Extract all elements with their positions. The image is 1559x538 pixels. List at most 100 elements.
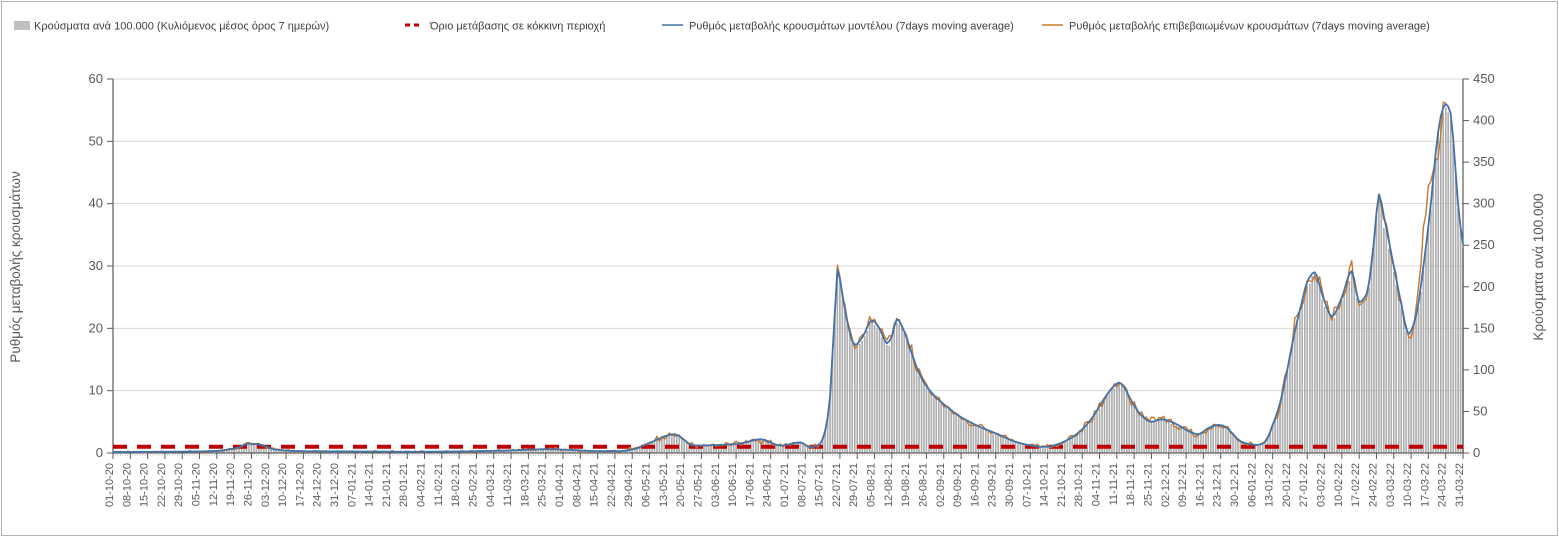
svg-text:12-08-21: 12-08-21 (883, 463, 895, 507)
svg-text:30-09-21: 30-09-21 (1004, 463, 1016, 507)
svg-text:29-04-21: 29-04-21 (623, 463, 635, 507)
svg-text:50: 50 (89, 133, 103, 148)
svg-text:16-12-21: 16-12-21 (1194, 463, 1206, 507)
svg-text:05-08-21: 05-08-21 (866, 463, 878, 507)
svg-text:17-06-21: 17-06-21 (744, 463, 756, 507)
svg-text:26-11-20: 26-11-20 (242, 463, 254, 506)
svg-text:17-03-22: 17-03-22 (1419, 463, 1431, 507)
svg-text:21-10-21: 21-10-21 (1056, 463, 1068, 507)
svg-text:13-01-22: 13-01-22 (1264, 463, 1276, 507)
svg-text:16-09-21: 16-09-21 (969, 463, 981, 507)
svg-text:14-10-21: 14-10-21 (1039, 463, 1051, 507)
svg-text:150: 150 (1473, 320, 1495, 335)
svg-text:10: 10 (89, 383, 103, 398)
svg-text:04-11-21: 04-11-21 (1091, 463, 1103, 506)
svg-text:27-05-21: 27-05-21 (692, 463, 704, 507)
svg-text:21-01-21: 21-01-21 (381, 463, 393, 507)
svg-text:Ρυθμός μεταβολής κρουσμάτων μο: Ρυθμός μεταβολής κρουσμάτων μοντέλου (7d… (689, 21, 1014, 33)
svg-text:29-07-21: 29-07-21 (848, 463, 860, 507)
svg-text:06-05-21: 06-05-21 (641, 463, 653, 507)
svg-text:10-12-20: 10-12-20 (277, 463, 289, 507)
svg-text:25-03-21: 25-03-21 (537, 463, 549, 507)
svg-text:60: 60 (89, 71, 103, 86)
svg-text:08-10-20: 08-10-20 (121, 463, 133, 507)
svg-text:05-11-20: 05-11-20 (191, 463, 203, 506)
svg-text:19-08-21: 19-08-21 (900, 463, 912, 507)
svg-text:22-07-21: 22-07-21 (831, 463, 843, 507)
svg-text:02-09-21: 02-09-21 (935, 463, 947, 507)
svg-text:Όριο μετάβασης σε κόκκινη περι: Όριο μετάβασης σε κόκκινη περιοχή (429, 21, 605, 33)
svg-text:Κρούσματα ανά 100.000 (Κυλιόμε: Κρούσματα ανά 100.000 (Κυλιόμενος μέσος … (34, 21, 329, 33)
svg-text:Ρυθμός μεταβολής κρουσμάτων: Ρυθμός μεταβολής κρουσμάτων (8, 171, 23, 363)
svg-text:24-06-21: 24-06-21 (762, 463, 774, 507)
svg-text:40: 40 (89, 196, 103, 211)
svg-text:20: 20 (89, 320, 103, 335)
svg-text:09-12-21: 09-12-21 (1177, 463, 1189, 507)
svg-text:17-02-22: 17-02-22 (1350, 463, 1362, 507)
svg-text:450: 450 (1473, 71, 1495, 86)
svg-text:18-03-21: 18-03-21 (519, 463, 531, 507)
svg-text:Κρούσματα ανά 100.000: Κρούσματα ανά 100.000 (1531, 193, 1546, 340)
svg-text:19-11-20: 19-11-20 (225, 463, 237, 506)
svg-text:20-01-22: 20-01-22 (1281, 463, 1293, 507)
svg-text:15-10-20: 15-10-20 (139, 463, 151, 507)
svg-text:0: 0 (1473, 445, 1480, 460)
svg-text:31-03-22: 31-03-22 (1454, 463, 1466, 507)
svg-text:10-06-21: 10-06-21 (727, 463, 739, 507)
svg-text:29-10-20: 29-10-20 (173, 463, 185, 507)
svg-text:30-12-21: 30-12-21 (1229, 463, 1241, 507)
svg-text:01-04-21: 01-04-21 (554, 463, 566, 507)
svg-text:07-01-21: 07-01-21 (346, 463, 358, 507)
svg-text:18-11-21: 18-11-21 (1125, 463, 1137, 506)
svg-text:50: 50 (1473, 403, 1487, 418)
svg-text:15-04-21: 15-04-21 (589, 463, 601, 507)
svg-text:03-03-22: 03-03-22 (1385, 463, 1397, 507)
svg-text:24-02-22: 24-02-22 (1367, 463, 1379, 507)
svg-text:22-04-21: 22-04-21 (606, 463, 618, 507)
svg-text:22-10-20: 22-10-20 (156, 463, 168, 507)
svg-text:24-12-20: 24-12-20 (312, 463, 324, 507)
svg-text:15-07-21: 15-07-21 (814, 463, 826, 507)
svg-text:25-02-21: 25-02-21 (467, 463, 479, 507)
svg-text:03-12-20: 03-12-20 (260, 463, 272, 507)
svg-text:08-04-21: 08-04-21 (571, 463, 583, 507)
svg-text:20-05-21: 20-05-21 (675, 463, 687, 507)
svg-text:14-01-21: 14-01-21 (364, 463, 376, 507)
svg-text:03-06-21: 03-06-21 (710, 463, 722, 507)
svg-text:07-10-21: 07-10-21 (1021, 463, 1033, 507)
svg-text:03-02-22: 03-02-22 (1316, 463, 1328, 507)
svg-text:350: 350 (1473, 154, 1495, 169)
svg-text:11-02-21: 11-02-21 (433, 463, 445, 506)
svg-text:13-05-21: 13-05-21 (658, 463, 670, 507)
svg-text:200: 200 (1473, 279, 1495, 294)
svg-text:23-12-21: 23-12-21 (1212, 463, 1224, 507)
svg-text:250: 250 (1473, 237, 1495, 252)
svg-text:28-10-21: 28-10-21 (1073, 463, 1085, 507)
svg-text:28-01-21: 28-01-21 (398, 463, 410, 507)
svg-text:08-07-21: 08-07-21 (796, 463, 808, 507)
svg-text:0: 0 (96, 445, 103, 460)
svg-text:12-11-20: 12-11-20 (208, 463, 220, 506)
svg-text:17-12-20: 17-12-20 (294, 463, 306, 507)
svg-text:18-02-21: 18-02-21 (450, 463, 462, 507)
svg-text:30: 30 (89, 258, 103, 273)
svg-text:10-03-22: 10-03-22 (1402, 463, 1414, 507)
svg-text:11-11-21: 11-11-21 (1108, 463, 1120, 505)
svg-text:02-12-21: 02-12-21 (1160, 463, 1172, 507)
svg-text:23-09-21: 23-09-21 (987, 463, 999, 507)
svg-text:26-08-21: 26-08-21 (917, 463, 929, 507)
svg-text:300: 300 (1473, 196, 1495, 211)
svg-text:01-07-21: 01-07-21 (779, 463, 791, 507)
svg-text:400: 400 (1473, 113, 1495, 128)
svg-text:09-09-21: 09-09-21 (952, 463, 964, 507)
svg-text:25-11-21: 25-11-21 (1142, 463, 1154, 506)
svg-text:24-03-22: 24-03-22 (1437, 463, 1449, 507)
svg-text:10-02-22: 10-02-22 (1333, 463, 1345, 507)
svg-text:01-10-20: 01-10-20 (104, 463, 116, 507)
svg-text:06-01-22: 06-01-22 (1246, 463, 1258, 507)
svg-text:100: 100 (1473, 362, 1495, 377)
svg-text:04-03-21: 04-03-21 (485, 463, 497, 507)
svg-text:04-02-21: 04-02-21 (416, 463, 428, 507)
svg-text:27-01-22: 27-01-22 (1298, 463, 1310, 507)
svg-text:31-12-20: 31-12-20 (329, 463, 341, 507)
